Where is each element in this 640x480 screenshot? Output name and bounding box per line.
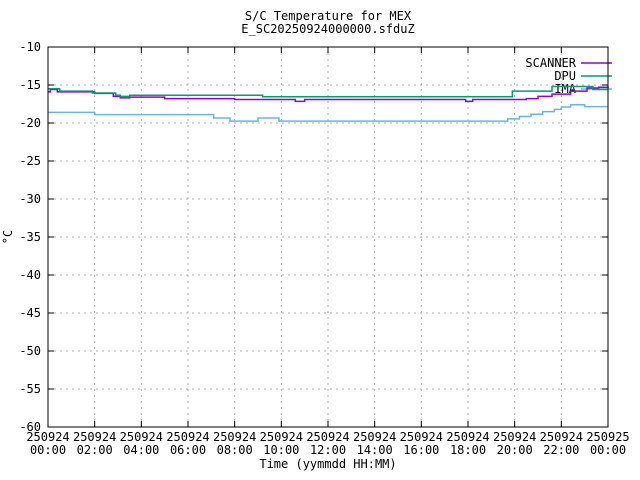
x-tick-label-date: 250924 (446, 430, 489, 444)
x-tick-label-date: 250924 (306, 430, 349, 444)
x-tick-label-date: 250924 (26, 430, 69, 444)
x-tick-label-date: 250924 (73, 430, 116, 444)
x-tick-label-time: 02:00 (77, 443, 113, 457)
chart-title: S/C Temperature for MEX (245, 9, 412, 23)
series-line-ima (48, 104, 608, 122)
x-tick-label-time: 10:00 (263, 443, 299, 457)
y-tick-label: -15 (19, 78, 41, 92)
y-tick-label: -55 (19, 382, 41, 396)
x-tick-label-time: 04:00 (123, 443, 159, 457)
x-tick-label-time: 22:00 (543, 443, 579, 457)
y-tick-label: -30 (19, 192, 41, 206)
y-tick-label: -35 (19, 230, 41, 244)
y-axis-label: °C (1, 230, 15, 244)
grid-lines (48, 47, 608, 427)
x-tick-label-time: 00:00 (590, 443, 626, 457)
x-axis-label: Time (yymmdd HH:MM) (259, 457, 396, 471)
x-tick-label-date: 250924 (213, 430, 256, 444)
plot-border (47, 46, 609, 428)
x-tick-label-time: 14:00 (357, 443, 393, 457)
y-tick-label: -10 (19, 40, 41, 54)
x-tick-label-time: 16:00 (403, 443, 439, 457)
x-tick-label-date: 250924 (493, 430, 536, 444)
x-tick-label-time: 08:00 (217, 443, 253, 457)
y-tick-label: -25 (19, 154, 41, 168)
x-tick-label-time: 06:00 (170, 443, 206, 457)
legend-label-dpu: DPU (554, 69, 576, 83)
x-tick-label-time: 18:00 (450, 443, 486, 457)
legend-label-scanner: SCANNER (525, 56, 576, 70)
y-tick-label: -50 (19, 344, 41, 358)
y-tick-label: -20 (19, 116, 41, 130)
series-line-scanner (48, 86, 609, 103)
x-tick-label-date: 250924 (353, 430, 396, 444)
x-tick-label-time: 00:00 (30, 443, 66, 457)
x-tick-label-date: 250925 (586, 430, 629, 444)
y-tick-label: -40 (19, 268, 41, 282)
series-line-dpu (48, 85, 608, 98)
x-tick-label-time: 12:00 (310, 443, 346, 457)
y-tick-label: -60 (19, 420, 41, 434)
x-tick-label-date: 250924 (166, 430, 209, 444)
y-tick-label: -45 (19, 306, 41, 320)
x-tick-label-date: 250924 (400, 430, 443, 444)
x-tick-label-date: 250924 (260, 430, 303, 444)
x-tick-label-time: 20:00 (497, 443, 533, 457)
chart-subtitle: E_SC20250924000000.sfduZ (241, 22, 414, 36)
tick-labels: -60-55-50-45-40-35-30-25-20-15-102509240… (19, 40, 629, 457)
data-series (48, 85, 609, 122)
x-tick-label-date: 250924 (120, 430, 163, 444)
x-tick-label-date: 250924 (540, 430, 583, 444)
